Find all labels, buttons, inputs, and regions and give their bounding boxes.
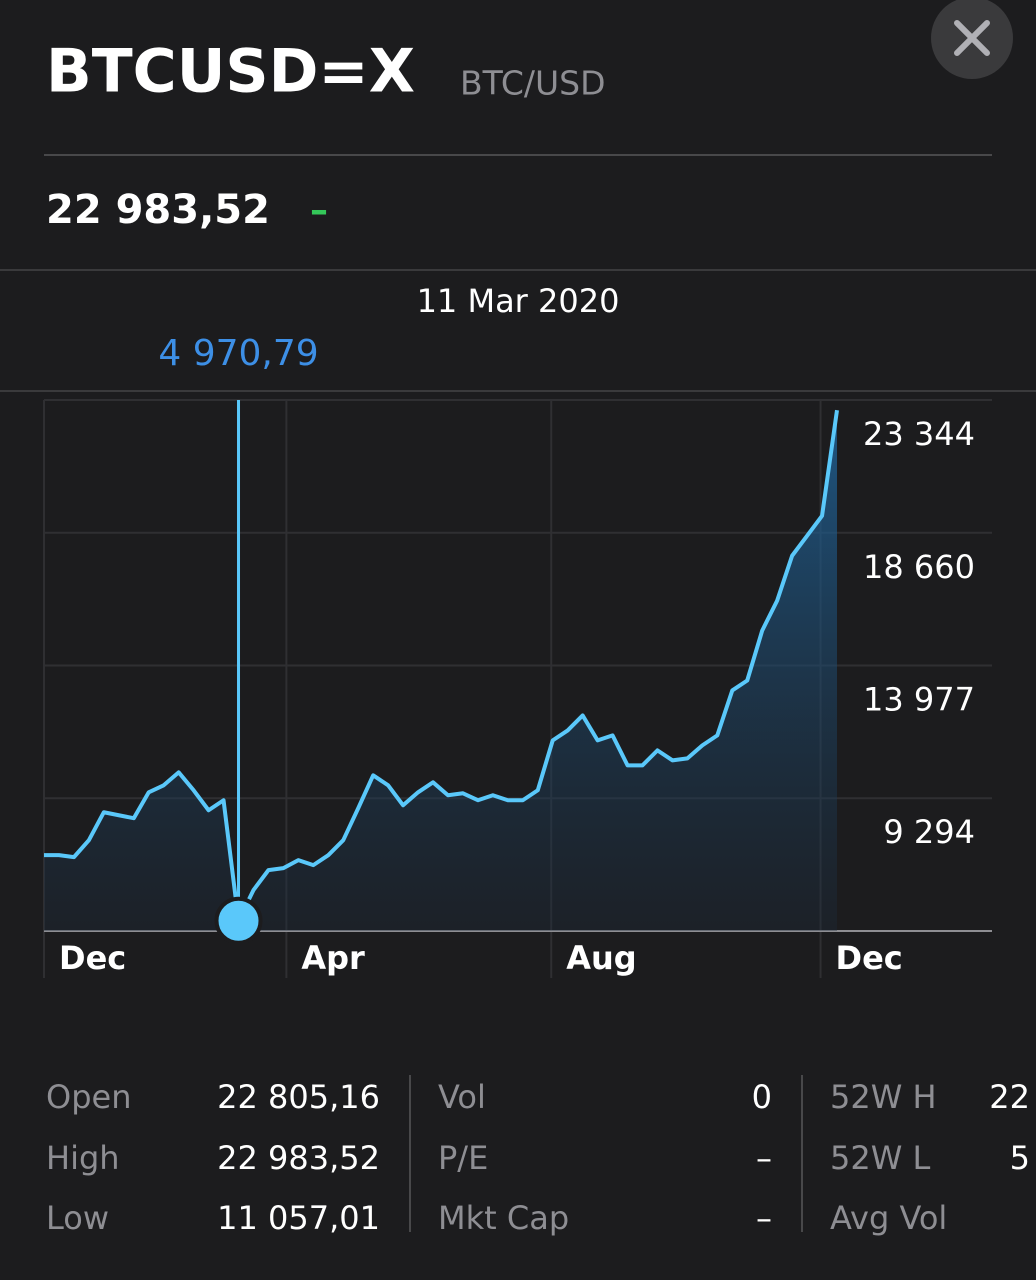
stat-value: 22 805,16	[217, 1078, 380, 1116]
stat-label: Low	[46, 1199, 109, 1237]
price-line	[44, 409, 839, 923]
x-tick-label: Dec	[59, 939, 126, 977]
stat-value: 5	[1010, 1139, 1030, 1177]
stat-value: –	[756, 1139, 772, 1177]
stat-label: Open	[46, 1078, 131, 1116]
chart: 9 294 13 977 18 660 23 344 Dec Apr Aug Dec	[43, 399, 992, 978]
stat-value: 22 983,52	[217, 1139, 380, 1177]
stat-value: 11 057,01	[217, 1199, 380, 1237]
y-tick-label: 18 660	[863, 548, 975, 586]
stats: Open 22 805,16 High 22 983,52 Low 11 057,01 Vo…	[46, 1075, 1030, 1237]
symbol: BTCUSD=X	[46, 37, 415, 107]
y-tick-label: 13 977	[863, 681, 975, 719]
close-icon[interactable]	[954, 20, 990, 56]
selected-date: 11 Mar 2020	[417, 282, 620, 320]
stat-value: 22	[989, 1078, 1030, 1116]
change: –	[310, 190, 328, 231]
stat-label: P/E	[438, 1139, 488, 1177]
area	[44, 410, 837, 931]
stat-label: Vol	[438, 1078, 486, 1116]
stat-label: 52W H	[830, 1078, 937, 1116]
stat-label: 52W L	[830, 1139, 931, 1177]
y-tick-label: 23 344	[863, 415, 975, 453]
symbol-name: BTC/USD	[460, 64, 606, 103]
selected-value: 4 970,79	[158, 333, 318, 374]
x-tick-label: Apr	[301, 939, 365, 977]
selection-dot	[214, 896, 263, 945]
price: 22 983,52	[46, 187, 270, 233]
stat-value: 0	[752, 1078, 772, 1116]
close-button[interactable]	[931, 0, 1013, 79]
stat-label: Mkt Cap	[438, 1199, 569, 1237]
stat-label: High	[46, 1139, 120, 1177]
x-tick-label: Dec	[836, 939, 903, 977]
stat-label: Avg Vol	[830, 1199, 947, 1237]
x-tick-label: Aug	[566, 939, 636, 977]
stat-value: –	[756, 1199, 772, 1237]
y-tick-label: 9 294	[883, 813, 975, 851]
